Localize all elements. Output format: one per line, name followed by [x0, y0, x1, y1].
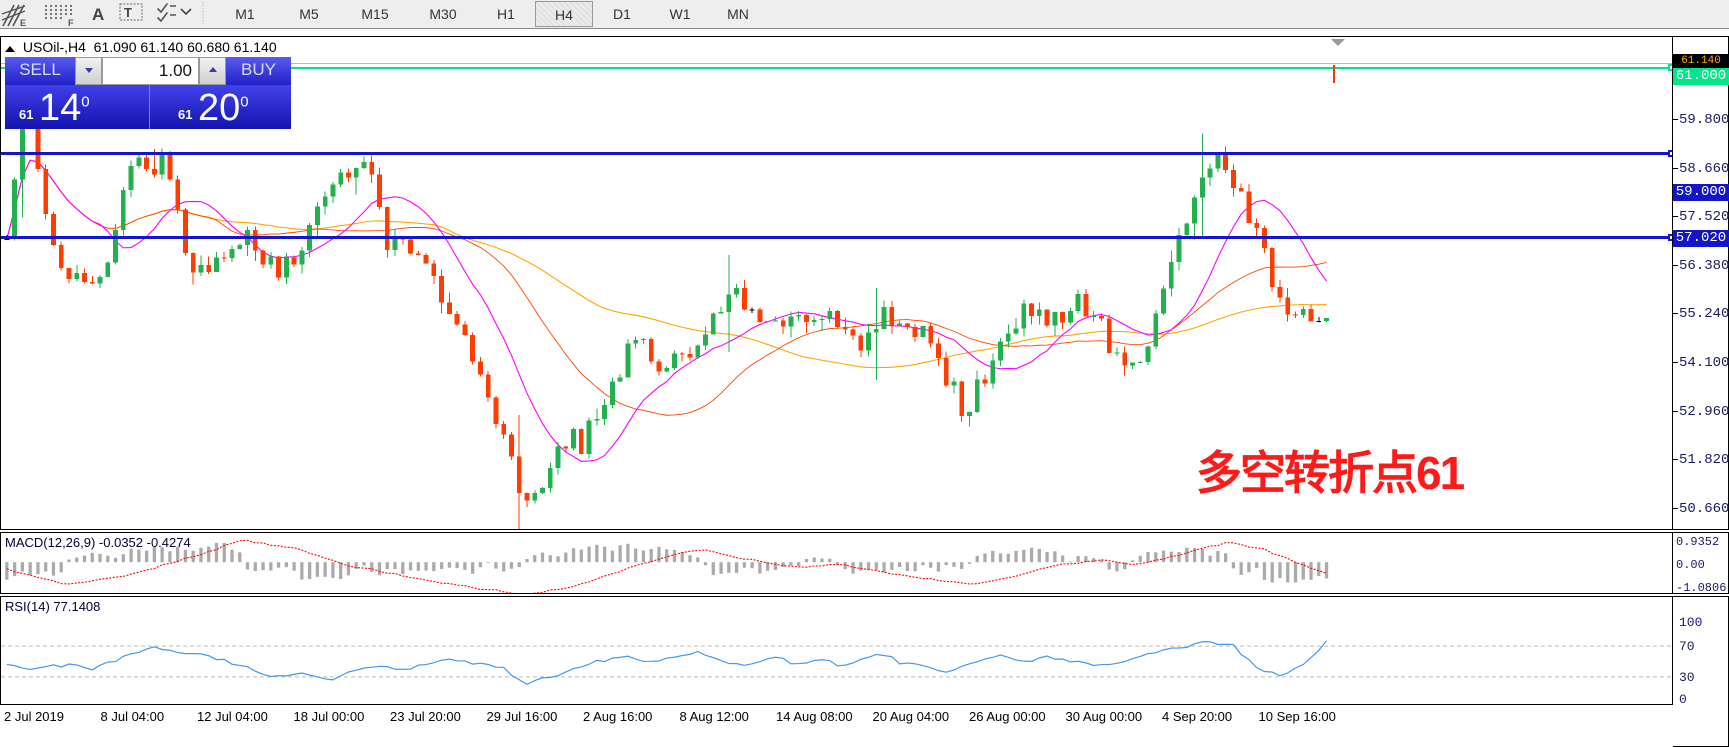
svg-text:A: A [92, 5, 104, 24]
svg-text:F: F [68, 18, 74, 28]
svg-text:T: T [124, 5, 132, 20]
svg-text:E: E [20, 18, 26, 28]
